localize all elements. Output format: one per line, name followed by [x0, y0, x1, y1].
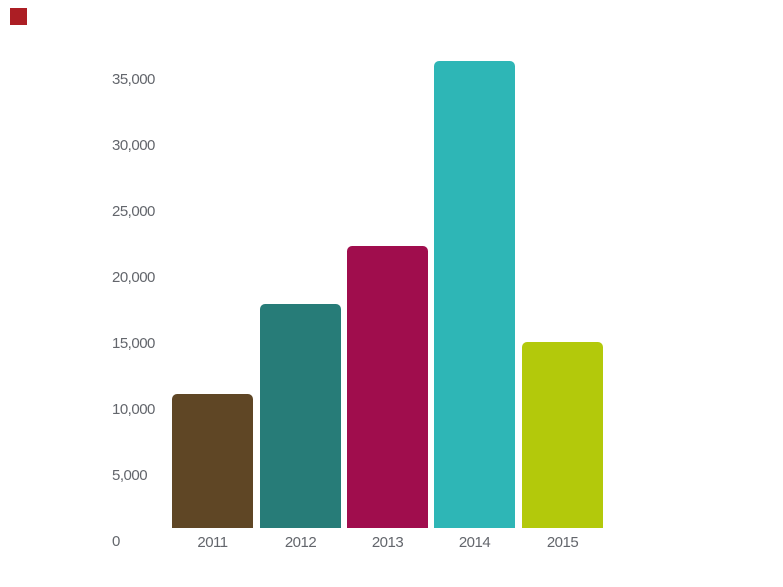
x-tick-label-2012: 2012: [284, 534, 317, 551]
bar-2015[interactable]: [522, 342, 603, 528]
y-tick-label-0: 0: [112, 533, 120, 550]
y-tick-label-35000: 35,000: [112, 71, 155, 88]
x-tick-label-2015: 2015: [546, 534, 579, 551]
y-tick-label-30000: 30,000: [112, 137, 155, 154]
y-tick-label-10000: 10,000: [112, 401, 155, 418]
y-tick-label-25000: 25,000: [112, 203, 155, 220]
x-tick-label-2014: 2014: [458, 534, 491, 551]
x-tick-label-2013: 2013: [371, 534, 404, 551]
bar-2014[interactable]: [434, 61, 515, 528]
red-square-marker: [10, 8, 27, 25]
x-tick-label-2011: 2011: [197, 534, 228, 551]
y-tick-label-15000: 15,000: [112, 335, 155, 352]
bar-2011[interactable]: [172, 394, 253, 528]
y-tick-label-5000: 5,000: [112, 467, 148, 484]
bar-2012[interactable]: [260, 304, 341, 528]
y-tick-label-20000: 20,000: [112, 269, 155, 286]
bar-2013[interactable]: [347, 246, 428, 528]
